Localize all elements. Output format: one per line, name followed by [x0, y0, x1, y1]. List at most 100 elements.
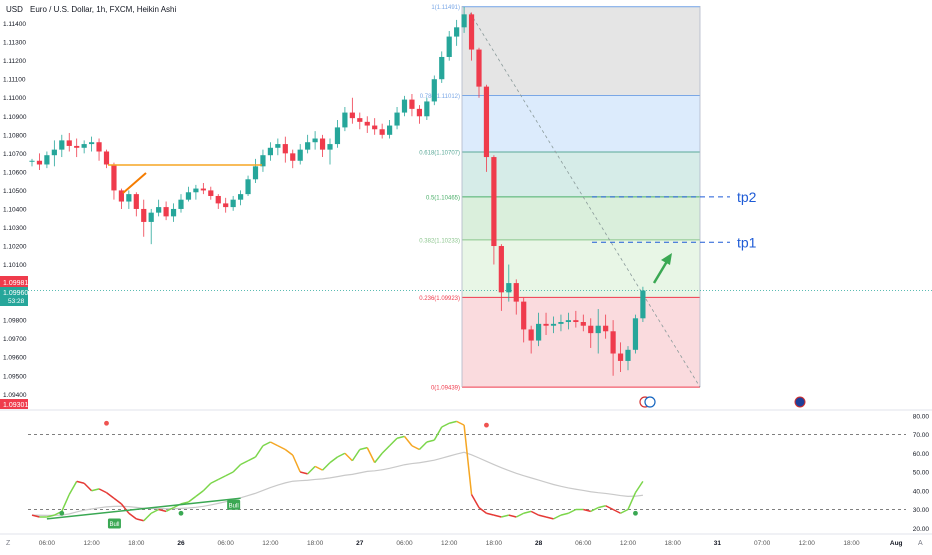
rsi-line-segment: [329, 456, 338, 464]
candle-body: [372, 125, 378, 130]
us-event-icon[interactable]: [794, 396, 806, 408]
rsi-line-segment: [508, 514, 517, 518]
rsi-line-segment: [560, 512, 569, 516]
candle-body: [215, 195, 221, 204]
last-price-text: 1.09960: [3, 290, 28, 297]
candle-body: [230, 199, 236, 208]
price-tick-label: 1.10900: [3, 114, 27, 121]
time-axis[interactable]: 06:00 12:00 18:00 26 06:00 12:00 18:00 27 06:00 1…: [39, 540, 903, 547]
rsi-line-segment: [247, 456, 256, 462]
candle-body: [275, 144, 281, 148]
fib-zone: [462, 196, 700, 240]
fib-zone: [462, 6, 700, 96]
candle-body: [342, 112, 348, 128]
candle-body: [334, 127, 341, 145]
rsi-line-segment: [284, 448, 294, 456]
trend-line[interactable]: [122, 172, 147, 194]
fib-trend-line: [469, 12, 701, 388]
price-tick-label: 1.10400: [3, 206, 27, 213]
candle-body: [625, 349, 631, 361]
bull-badge-text: Bull: [229, 503, 239, 509]
low-price-badge: [0, 399, 28, 409]
candle-body: [29, 160, 35, 162]
candle-body: [118, 190, 124, 202]
rsi-line-segment: [314, 465, 323, 471]
candle-body: [66, 140, 72, 146]
candle-body: [513, 283, 519, 302]
candle-body: [580, 322, 586, 326]
rsi-line-segment: [612, 508, 621, 514]
rsi-line-segment: [98, 488, 107, 494]
fib-level-label: 0.236(1.09923): [419, 296, 460, 302]
currency-label[interactable]: USD: [6, 5, 23, 14]
target-annotations[interactable]: tp2 tp1: [592, 189, 757, 250]
candle-body: [89, 142, 95, 145]
rsi-line-segment: [351, 449, 361, 462]
rsi-line-segment: [158, 508, 167, 513]
indicator-tick-label: 30.00: [913, 507, 930, 514]
time-tick-label: 06:00: [575, 540, 592, 547]
rsi-line-segment: [292, 454, 301, 473]
candle-body: [260, 155, 266, 167]
rsi-line-segment: [150, 508, 159, 514]
rsi-line-segment: [61, 494, 70, 512]
time-tick-label: 06:00: [39, 540, 56, 547]
user-drawings[interactable]: [108, 164, 672, 284]
time-tick-label: 12:00: [262, 540, 279, 547]
indicator-tick-label: 70.00: [913, 432, 930, 439]
rsi-line-segment: [359, 446, 368, 451]
candle-body: [439, 56, 445, 80]
price-tick-label: 1.09500: [3, 373, 27, 380]
candle-body: [305, 142, 311, 150]
rsi-line-segment: [300, 471, 308, 475]
rsi-line-segment: [627, 492, 637, 510]
candle-body: [543, 323, 549, 326]
us-flag-icon[interactable]: [644, 396, 656, 408]
candle-body: [379, 129, 385, 135]
time-tick-label: 12:00: [620, 540, 637, 547]
economic-events[interactable]: [639, 396, 806, 408]
time-tick-label: 18:00: [843, 540, 860, 547]
price-tick-label: 1.10500: [3, 188, 27, 195]
zoom-icon[interactable]: Z: [6, 540, 11, 547]
candle-body: [357, 118, 363, 122]
chart-title: Euro / U.S. Dollar, 1h, FXCM, Heikin Ash…: [30, 5, 176, 14]
price-tick-label: 1.11100: [3, 77, 26, 84]
signal-dot: [633, 510, 638, 516]
candlestick-series: [29, 6, 646, 376]
candle-body: [446, 36, 452, 57]
fib-level-label: 0.618(1.10707): [419, 151, 460, 157]
time-tick-label: 18:00: [486, 540, 503, 547]
candle-body: [632, 318, 639, 350]
price-tick-label: 1.10200: [3, 244, 27, 251]
rsi-line-segment: [91, 488, 100, 492]
rsi-line-segment: [254, 445, 264, 458]
price-tick-label: 1.09800: [3, 318, 27, 325]
bull-divergence-line: [46, 497, 241, 520]
indicator-axis[interactable]: 80.00 70.00 60.00 50.00 40.00 30.00 20.00: [913, 413, 930, 533]
candle-body: [223, 203, 229, 208]
fibonacci-retracement[interactable]: 1(1.11491) 0.786(1.11012) 0.618(1.10707) 0.…: [419, 5, 701, 392]
candle-body: [282, 144, 288, 154]
price-tick-label: 1.10300: [3, 225, 27, 232]
candle-body: [111, 164, 117, 191]
rsi-line-segment: [143, 512, 152, 522]
rsi-line-segment: [337, 452, 346, 458]
candle-body: [565, 320, 571, 323]
fib-zone: [462, 152, 700, 197]
candle-body: [461, 14, 467, 28]
candle-body: [573, 320, 579, 323]
time-tick-label: 27: [356, 540, 364, 547]
candle-body: [468, 14, 475, 50]
candle-body: [416, 108, 422, 117]
signal-dot: [178, 510, 184, 516]
candle-body: [528, 329, 534, 341]
price-badges: 1.09981 1.09960 53:28 1.09301: [0, 276, 28, 409]
rsi-line-segment: [195, 490, 204, 497]
rsi-line-segment: [583, 508, 591, 513]
auto-scale-icon[interactable]: A: [918, 540, 923, 547]
rsi-line-segment: [106, 492, 115, 499]
tp2-label: tp2: [737, 189, 757, 205]
price-axis[interactable]: 1.11400 1.11300 1.11200 1.11100 1.11000 1.109…: [3, 21, 27, 399]
